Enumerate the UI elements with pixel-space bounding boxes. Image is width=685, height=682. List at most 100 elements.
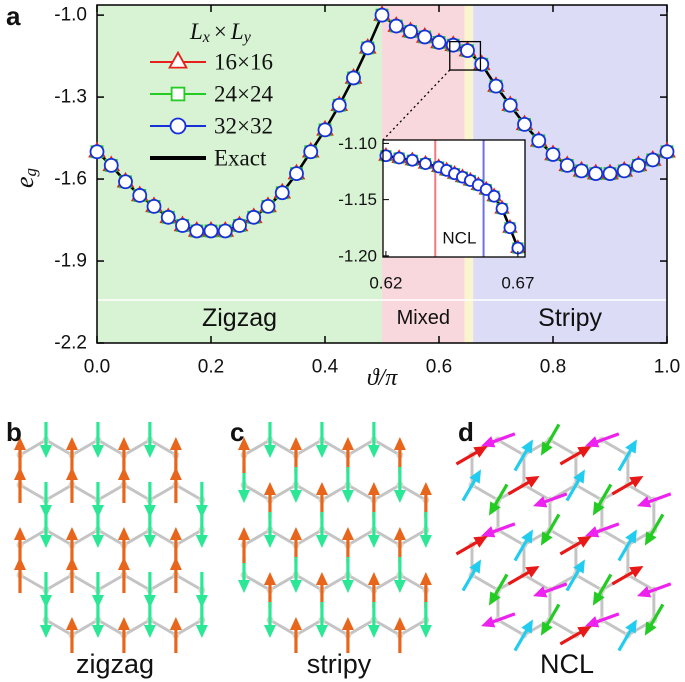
marker-circle <box>388 18 404 34</box>
arrow-head <box>393 527 406 540</box>
arrow-head <box>644 621 657 636</box>
arrow-head <box>533 496 548 508</box>
arrow-head <box>91 535 104 548</box>
arrow-head <box>419 572 432 585</box>
marker-circle <box>405 153 419 167</box>
diagram-caption: NCL <box>540 649 594 679</box>
lattice-bond <box>175 618 203 637</box>
legend-label: 32×32 <box>214 114 273 139</box>
arrow-head <box>419 535 432 548</box>
arrow-head <box>473 446 488 458</box>
arrow-head <box>195 625 208 638</box>
region <box>97 5 382 343</box>
legend-label: 24×24 <box>214 82 273 107</box>
lattice-bond <box>523 573 551 592</box>
marker-circle <box>146 198 162 214</box>
arrow-head <box>195 505 208 518</box>
lattice-bond <box>149 528 177 547</box>
arrow-head <box>341 527 354 540</box>
lattice-bond <box>243 573 271 592</box>
lattice-bond <box>19 528 47 547</box>
arrow-head <box>91 625 104 638</box>
lattice-bond <box>149 573 177 592</box>
marker-circle <box>160 209 176 225</box>
arrow-head <box>65 437 78 450</box>
arrow-head <box>488 501 501 516</box>
lattice-bond <box>549 618 577 637</box>
marker-circle <box>431 35 447 50</box>
arrow-head <box>577 536 592 548</box>
arrow-head <box>263 625 276 638</box>
arrow-head <box>169 467 182 480</box>
lattice-bond <box>295 618 323 637</box>
lattice-bond <box>295 573 323 592</box>
region-label: Mixed <box>397 307 450 329</box>
arrow-head <box>315 445 328 458</box>
lattice-panel <box>14 422 208 653</box>
inset-y-tick-label: -1.20 <box>338 246 377 265</box>
lattice-bond <box>523 438 551 457</box>
marker-circle <box>118 174 133 190</box>
arrow-head <box>481 436 496 448</box>
marker-circle <box>502 97 518 113</box>
x-tick-label: 1.0 <box>654 357 680 378</box>
arrow-head <box>584 526 600 538</box>
arrow-head <box>143 445 156 458</box>
arrow-head <box>91 445 104 458</box>
arrow-head <box>39 625 52 638</box>
marker-circle <box>189 223 205 239</box>
lattice-bond <box>45 528 73 547</box>
diagram-caption: stripy <box>307 649 372 679</box>
marker-circle <box>217 223 233 239</box>
arrow-head <box>592 591 605 606</box>
marker-circle <box>89 144 105 160</box>
lattice-bond <box>373 483 401 502</box>
marker-circle <box>203 223 219 239</box>
lattice-bond <box>97 618 125 637</box>
lattice-bond <box>549 438 577 457</box>
marker-circle <box>232 218 247 233</box>
lattice-bond <box>175 483 203 502</box>
arrow-head <box>341 617 354 630</box>
arrow-head <box>195 535 208 548</box>
marker-circle <box>517 117 532 132</box>
legend-title-part: x <box>202 29 210 46</box>
arrow-head <box>263 572 276 585</box>
marker-triangle <box>168 50 188 69</box>
lattice-bond <box>243 528 271 547</box>
panel-letter: b <box>6 417 22 447</box>
lattice-bond <box>471 483 499 502</box>
lattice-bond <box>71 483 99 502</box>
x-tick-label: 0.4 <box>312 357 339 378</box>
arrow-head <box>315 535 328 548</box>
y-tick-label: -1.6 <box>54 169 87 190</box>
lattice-bond <box>523 528 551 547</box>
marker-circle <box>616 163 632 179</box>
marker-circle <box>175 218 190 233</box>
x-tick-label: 0.6 <box>426 357 452 378</box>
y-axis-label-symbol: e <box>10 176 39 188</box>
inset-annotation: NCL <box>442 229 476 248</box>
arrow-head <box>419 625 432 638</box>
lattice-bond <box>601 618 629 637</box>
arrow-head <box>263 445 276 458</box>
arrow-head <box>393 437 406 450</box>
lattice-bond <box>497 438 525 457</box>
marker-circle <box>645 152 661 168</box>
marker-circle <box>403 24 418 39</box>
arrow-head <box>540 531 553 546</box>
arrow-head <box>238 437 250 450</box>
arrow-head <box>393 617 406 630</box>
marker-circle <box>631 157 646 173</box>
arrow-head <box>289 490 302 503</box>
arrow-head <box>367 535 380 548</box>
x-axis-label: ϑ/π <box>367 365 398 391</box>
arrow-head <box>367 482 380 495</box>
arrow-head <box>481 616 496 628</box>
arrow-head <box>143 595 156 608</box>
lattice-bond <box>497 618 525 637</box>
lattice-bond <box>373 438 401 457</box>
arrow-head <box>315 572 328 585</box>
arrow-head <box>521 439 533 454</box>
